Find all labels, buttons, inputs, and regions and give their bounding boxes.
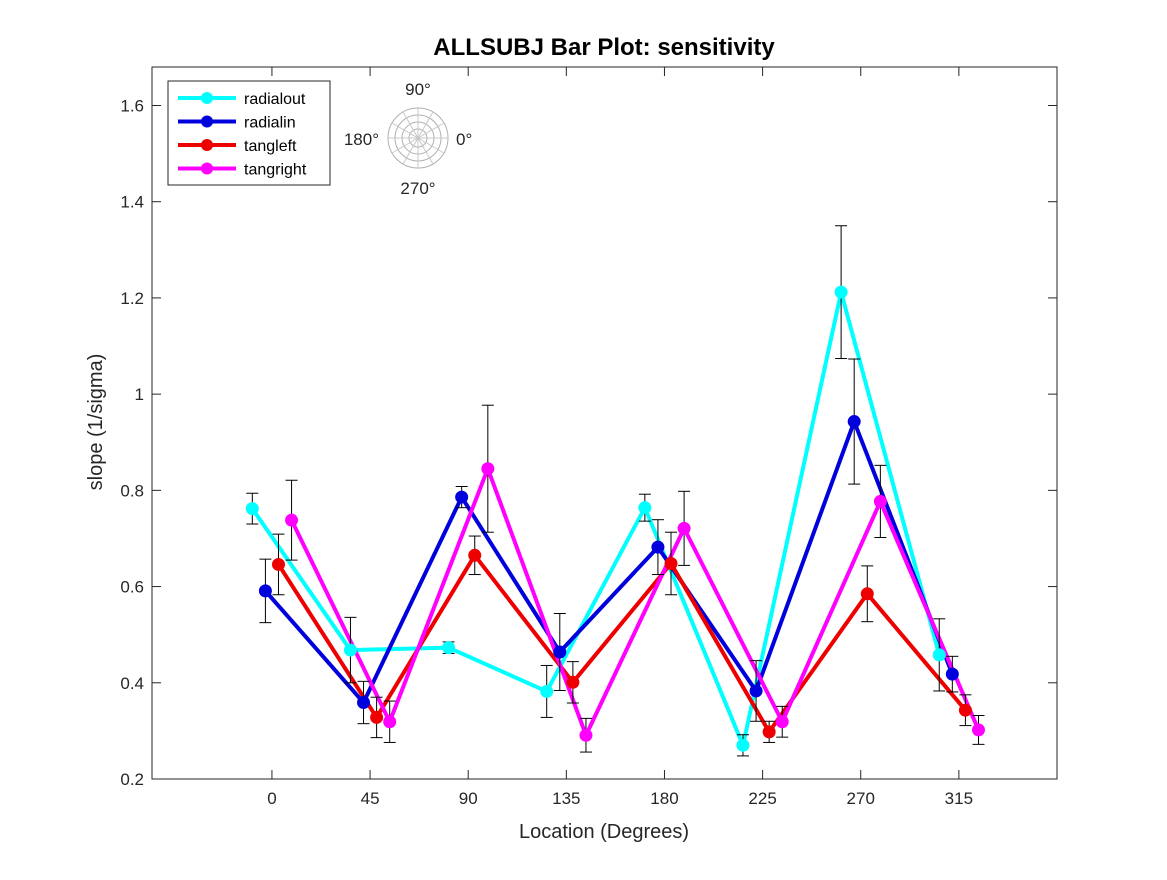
legend-label: tangright xyxy=(244,162,307,179)
polar-reference-inset: 90° 180° 0° 270° xyxy=(344,80,472,198)
legend-label: tangleft xyxy=(244,138,297,155)
legend-swatch-marker xyxy=(201,139,213,151)
polar-label-90: 90° xyxy=(405,80,431,99)
x-tick-label: 90 xyxy=(459,789,478,808)
data-point-tangright xyxy=(285,513,299,527)
plot-area: 0 45 90 135 180 225 270 315 0.2 0.4 0.6 0.8 1 1.2 1.4 1… xyxy=(120,66,1058,808)
legend-label: radialin xyxy=(244,115,296,132)
x-tick-label: 315 xyxy=(945,789,973,808)
data-point-tangleft xyxy=(860,587,874,601)
data-point-radialin xyxy=(749,684,763,698)
polar-spoke xyxy=(391,137,419,154)
data-point-radialout xyxy=(245,502,259,516)
x-tick-label: 135 xyxy=(552,789,580,808)
polar-spoke xyxy=(391,122,419,139)
series-line-tangright xyxy=(289,466,981,738)
x-tick-label: 225 xyxy=(748,789,776,808)
legend-swatch-marker xyxy=(201,92,213,104)
data-point-tangleft xyxy=(958,703,972,717)
data-point-radialin xyxy=(455,490,469,504)
data-point-radialin xyxy=(357,696,371,710)
data-point-tangleft xyxy=(762,725,776,739)
data-point-radialin xyxy=(847,415,861,429)
plot-frame xyxy=(151,66,1058,780)
polar-label-0: 0° xyxy=(456,130,472,149)
data-point-tangright xyxy=(971,723,985,737)
polar-label-270: 270° xyxy=(400,179,435,198)
y-tick-label: 0.8 xyxy=(120,481,144,500)
data-point-radialout xyxy=(638,501,652,515)
series-line-tangleft xyxy=(276,553,967,734)
data-point-tangleft xyxy=(468,548,482,562)
data-point-tangright xyxy=(873,494,887,508)
y-tick-label: 1.6 xyxy=(120,96,144,115)
y-tick-label: 1.4 xyxy=(120,193,144,212)
y-tick-label: 0.2 xyxy=(120,770,144,789)
x-tick-label: 270 xyxy=(847,789,875,808)
data-point-radialout xyxy=(343,643,357,657)
x-tick-label: 45 xyxy=(361,789,380,808)
series-line-radialin xyxy=(263,419,955,705)
legend-swatch-marker xyxy=(201,162,213,175)
legend-label: radialout xyxy=(244,91,306,108)
data-point-tangleft xyxy=(271,557,285,571)
data-point-tangright xyxy=(677,521,691,535)
data-point-tangleft xyxy=(566,675,580,689)
chart-title: ALLSUBJ Bar Plot: sensitivity xyxy=(433,34,775,61)
data-point-radialin xyxy=(553,645,567,659)
y-tick-label: 1.2 xyxy=(120,289,144,308)
data-point-tangright xyxy=(775,715,789,729)
x-tick-label: 0 xyxy=(267,789,276,808)
data-point-tangright xyxy=(383,715,397,729)
legend: radialout radialin tangleft tangright xyxy=(167,80,331,186)
data-point-radialout xyxy=(442,641,456,655)
data-point-radialin xyxy=(945,667,959,681)
series-line-radialout xyxy=(250,290,942,748)
data-point-tangleft xyxy=(370,710,384,724)
legend-swatch-marker xyxy=(201,115,213,128)
y-tick-label: 0.4 xyxy=(120,674,144,693)
y-axis-label: slope (1/sigma) xyxy=(85,354,107,491)
x-axis-label: Location (Degrees) xyxy=(519,821,689,843)
data-point-tangright xyxy=(579,728,593,742)
polar-spoke xyxy=(417,111,434,139)
polar-rings-icon xyxy=(387,107,449,169)
data-point-radialout xyxy=(736,738,750,752)
data-point-radialout xyxy=(540,684,554,698)
x-tick-label: 180 xyxy=(650,789,678,808)
data-point-tangleft xyxy=(664,556,678,570)
data-point-radialin xyxy=(651,540,665,554)
data-point-tangright xyxy=(481,462,495,476)
polar-spoke xyxy=(402,111,419,139)
polar-spoke xyxy=(417,137,445,154)
y-tick-label: 0.6 xyxy=(120,578,144,597)
data-point-radialout xyxy=(834,285,848,299)
polar-spoke xyxy=(417,137,434,165)
y-tick-label: 1 xyxy=(135,385,144,404)
polar-spoke xyxy=(417,122,445,139)
polar-spoke xyxy=(402,137,419,165)
data-point-radialout xyxy=(932,648,946,662)
data-point-radialin xyxy=(258,584,272,598)
polar-label-180: 180° xyxy=(344,130,379,149)
